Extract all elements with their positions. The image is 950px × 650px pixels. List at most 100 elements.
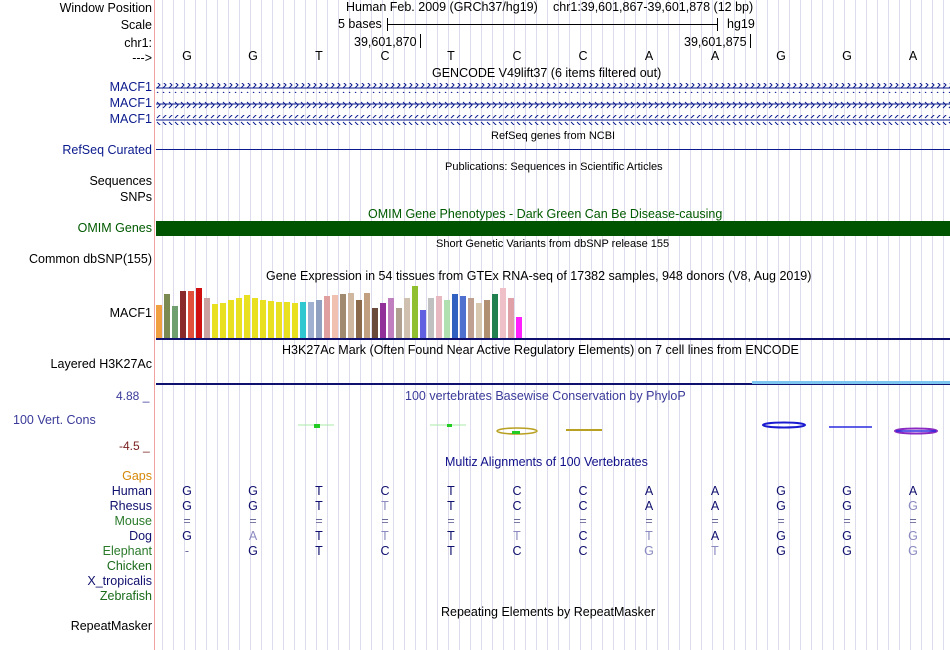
gencode-track-title[interactable]: GENCODE V49lift37 (6 items filtered out) (432, 66, 662, 80)
guide-line (701, 0, 702, 650)
gtex-expression-bars[interactable] (156, 284, 950, 340)
h3k27ac-track-title[interactable]: H3K27Ac Mark (Often Found Near Active Re… (282, 343, 799, 357)
guide-line (635, 0, 636, 650)
guide-line (162, 0, 163, 650)
window-position-label: Window Position (59, 1, 152, 15)
gtex-track-title[interactable]: Gene Expression in 54 tissues from GTEx … (266, 269, 812, 283)
publications-label-snps[interactable]: SNPs (120, 190, 152, 204)
gtex-tissue-bar (300, 302, 306, 338)
guide-line (789, 0, 790, 650)
multiz-track-title[interactable]: Multiz Alignments of 100 Vertebrates (445, 455, 648, 469)
omim-gene-bar[interactable] (156, 221, 950, 236)
omim-track-title[interactable]: OMIM Gene Phenotypes - Dark Green Can Be… (368, 207, 723, 221)
guide-line (371, 0, 372, 650)
multiz-species-label[interactable]: Rhesus (109, 499, 152, 513)
guide-line (800, 0, 801, 650)
h3k27ac-label[interactable]: Layered H3K27Ac (50, 357, 152, 371)
publications-track-title[interactable]: Publications: Sequences in Scientific Ar… (445, 161, 663, 173)
gtex-tissue-bar (236, 298, 242, 338)
multiz-base: = (183, 514, 191, 528)
multiz-species-label[interactable]: Chicken (106, 559, 152, 573)
phylop-label[interactable]: 100 Vert. Cons (13, 413, 96, 427)
gtex-tissue-bar (388, 298, 394, 338)
repeatmasker-label[interactable]: RepeatMasker (70, 619, 152, 633)
multiz-base: = (381, 514, 389, 528)
multiz-species-label[interactable]: Elephant (102, 544, 152, 558)
publications-label-sequences[interactable]: Sequences (89, 174, 152, 188)
guide-line (811, 0, 812, 650)
phylop-min-label: -4.5 _ (119, 439, 150, 453)
gtex-tissue-bar (396, 308, 402, 338)
guide-line (756, 0, 757, 650)
refseq-gene-line[interactable] (156, 149, 950, 150)
gencode-transcript-2 (156, 99, 950, 109)
multiz-base: = (579, 514, 587, 528)
refseq-track-title[interactable]: RefSeq genes from NCBI (491, 130, 616, 142)
gtex-tissue-bar (356, 300, 362, 338)
dbsnp-label[interactable]: Common dbSNP(155) (29, 252, 152, 266)
multiz-species-label[interactable]: Mouse (114, 514, 152, 528)
scale-text: 5 bases (338, 17, 382, 31)
guide-line (866, 0, 867, 650)
multiz-base: G (248, 484, 258, 498)
gtex-baseline (156, 338, 950, 340)
refseq-label[interactable]: RefSeq Curated (62, 143, 152, 157)
multiz-species-label[interactable]: Human (111, 484, 152, 498)
multiz-base: C (578, 499, 588, 513)
multiz-species-label[interactable]: Dog (129, 529, 152, 543)
multiz-base: = (843, 514, 851, 528)
multiz-base: T (447, 529, 455, 543)
gtex-tissue-bar (364, 293, 370, 338)
gtex-tissue-bar (444, 300, 450, 338)
gtex-tissue-bar (324, 296, 330, 338)
phylop-conservation-plot[interactable] (156, 416, 950, 440)
gencode-row-label-1[interactable]: MACF1 (109, 80, 152, 94)
multiz-base: = (777, 514, 785, 528)
multiz-base: G (182, 529, 192, 543)
multiz-base: C (380, 484, 390, 498)
guide-line (690, 0, 691, 650)
guide-line (932, 0, 933, 650)
guide-line (943, 0, 944, 650)
multiz-base: G (776, 499, 786, 513)
guide-line (580, 0, 581, 650)
multiz-base: G (842, 544, 852, 558)
multiz-base: T (645, 529, 653, 543)
sequence-base: G (248, 49, 258, 63)
phylop-track-title[interactable]: 100 vertebrates Basewise Conservation by… (405, 389, 686, 403)
gtex-tissue-bar (252, 298, 258, 338)
h3k27ac-signal-peak[interactable] (752, 381, 950, 384)
assembly-title: Human Feb. 2009 (GRCh37/hg19) (346, 0, 538, 14)
dbsnp-track-title[interactable]: Short Genetic Variants from dbSNP releas… (436, 238, 670, 250)
phylop-mark-t1 (298, 424, 334, 428)
gtex-label[interactable]: MACF1 (109, 306, 152, 320)
multiz-species-label[interactable]: Zebrafish (99, 589, 152, 603)
scale-bar-left-tick (387, 18, 388, 31)
multiz-gaps-label[interactable]: Gaps (122, 469, 152, 483)
multiz-species-label[interactable]: X_tropicalis (87, 574, 152, 588)
phylop-mark-g1 (762, 421, 806, 429)
gtex-tissue-bar (180, 291, 186, 338)
repeatmasker-track-title[interactable]: Repeating Elements by RepeatMasker (441, 605, 656, 619)
guide-line (195, 0, 196, 650)
guide-line (547, 0, 548, 650)
gtex-tissue-bar (500, 288, 506, 338)
gencode-gene-features[interactable] (156, 80, 950, 126)
guide-line (602, 0, 603, 650)
multiz-base: C (578, 544, 588, 558)
multiz-base: A (248, 529, 258, 543)
gtex-tissue-bar (284, 302, 290, 338)
multiz-base: C (578, 529, 588, 543)
phylop-mark-t2 (430, 424, 466, 427)
gtex-tissue-bar (476, 303, 482, 338)
omim-label[interactable]: OMIM Genes (77, 221, 152, 235)
multiz-base: G (842, 499, 852, 513)
multiz-base: G (248, 499, 258, 513)
gencode-row-label-3[interactable]: MACF1 (109, 112, 152, 126)
multiz-base: T (711, 544, 719, 558)
gencode-row-label-2[interactable]: MACF1 (109, 96, 152, 110)
gtex-tissue-bar (220, 303, 226, 338)
h3k27ac-signal-line[interactable] (156, 383, 950, 385)
multiz-base: = (249, 514, 257, 528)
sequence-base: A (710, 49, 720, 63)
